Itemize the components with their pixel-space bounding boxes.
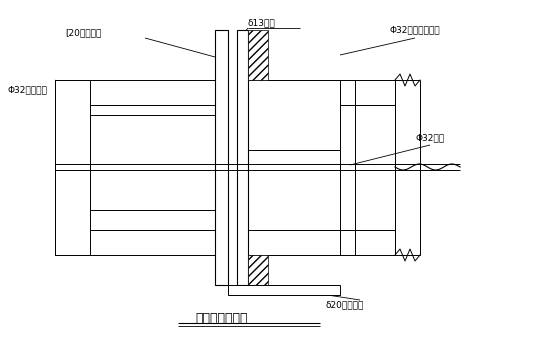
Bar bbox=[90, 115, 215, 210]
Text: 拉杆位置大样图: 拉杆位置大样图 bbox=[195, 311, 248, 325]
Text: Φ32粗制螺母: Φ32粗制螺母 bbox=[8, 86, 48, 94]
Polygon shape bbox=[248, 255, 268, 285]
Bar bbox=[228, 285, 340, 295]
Bar bbox=[248, 80, 340, 150]
Text: δ13模面: δ13模面 bbox=[248, 19, 276, 28]
Bar bbox=[215, 30, 228, 285]
Text: δ20加强钢板: δ20加强钢板 bbox=[325, 301, 363, 309]
Bar bbox=[55, 80, 215, 255]
Polygon shape bbox=[248, 30, 268, 80]
Bar bbox=[237, 30, 248, 285]
Bar bbox=[248, 80, 395, 255]
Text: Φ32拉杆: Φ32拉杆 bbox=[415, 133, 444, 143]
Text: [20加强槽钢: [20加强槽钢 bbox=[65, 29, 101, 37]
Text: Φ32螺母（加长）: Φ32螺母（加长） bbox=[390, 26, 441, 34]
Bar bbox=[55, 80, 90, 255]
